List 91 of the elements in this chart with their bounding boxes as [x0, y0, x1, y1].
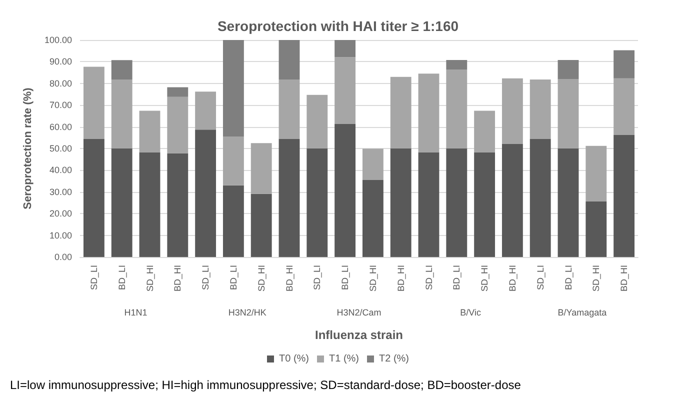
bar	[614, 135, 635, 257]
x-tick-label: BD_LI	[452, 265, 462, 290]
chart-title: Seroprotection with HAI titer ≥ 1:160	[217, 18, 459, 34]
text: H1N1	[124, 308, 148, 318]
bar	[111, 79, 132, 148]
bar	[418, 152, 440, 257]
x-tick-label: SD_LI	[200, 265, 211, 290]
x-tick-label: SD_HI	[144, 265, 155, 292]
bar	[474, 152, 496, 257]
bar	[278, 79, 300, 139]
x-tick-label: BD_LI	[563, 265, 574, 290]
y-tick-label: 0.00	[54, 252, 72, 262]
x-tick-label: SD_LI	[424, 265, 434, 290]
x-axis-title: Influenza strain	[314, 328, 404, 342]
y-tick-label: 100.00	[44, 35, 72, 45]
x-tick-label: SD_LI	[535, 265, 546, 290]
bar	[111, 148, 132, 257]
y-tick-label: 60.00	[49, 122, 72, 132]
bar	[446, 60, 468, 70]
bar	[306, 148, 328, 257]
bar	[167, 87, 188, 97]
y-tick-label: 40.00	[49, 165, 72, 176]
bar	[558, 60, 579, 80]
bar	[502, 144, 523, 257]
y-tick-label: 70.00	[49, 100, 72, 110]
x-tick-label: SD_HI	[591, 265, 602, 292]
y-axis-title: Seroprotection rate (%)	[22, 87, 34, 210]
bar	[195, 92, 216, 130]
x-tick-label: SD_LI	[312, 265, 322, 290]
bar	[83, 138, 104, 257]
x-tick-label: BD_LI	[116, 265, 127, 290]
bar	[362, 180, 384, 257]
bar	[558, 79, 579, 148]
bar	[614, 50, 635, 78]
bar	[362, 148, 384, 180]
bar	[195, 130, 216, 257]
bar	[167, 96, 188, 154]
bar	[111, 60, 132, 80]
bar	[222, 40, 244, 137]
bar	[250, 143, 272, 194]
bar	[474, 110, 496, 152]
x-tick-label: BD_LI	[228, 265, 238, 290]
text: B/Vic	[460, 308, 482, 318]
y-tick-label: 90.00	[49, 56, 72, 67]
text: LI=low immunosuppressive; HI=high immunosuppressive; SD=standard-dose; BD=booster-dose	[10, 378, 522, 392]
bar	[250, 194, 272, 257]
y-tick-label: 80.00	[49, 78, 72, 88]
text: H3N2/Cam	[336, 308, 382, 318]
y-tick-label: 30.00	[49, 186, 72, 197]
y-tick-label: 50.00	[49, 144, 72, 154]
bar	[446, 148, 468, 257]
x-tick-label: BD_HI	[619, 265, 630, 292]
legend-label: T2 (%)	[379, 354, 409, 364]
bar	[167, 153, 188, 257]
bar	[530, 138, 551, 257]
bar	[446, 70, 468, 148]
bar	[278, 40, 300, 80]
y-tick-label: 20.00	[49, 208, 72, 219]
bar	[390, 76, 412, 148]
bar	[139, 110, 160, 152]
bar	[586, 201, 607, 257]
bar	[614, 78, 635, 136]
bar	[278, 138, 300, 257]
bar	[222, 136, 244, 186]
text: H3N2/HK	[228, 308, 266, 318]
x-tick-label: BD_HI	[284, 265, 294, 292]
legend-label: T0 (%)	[279, 354, 309, 364]
x-tick-label: SD_LI	[88, 265, 99, 290]
bar	[222, 185, 244, 257]
bar	[139, 152, 160, 257]
bar	[334, 40, 356, 58]
bar	[418, 74, 440, 152]
bar	[306, 94, 328, 148]
x-tick-label: BD_LI	[340, 265, 350, 290]
bar	[334, 124, 356, 257]
x-tick-label: SD_HI	[256, 265, 266, 292]
x-tick-label: SD_HI	[480, 265, 490, 292]
text: B/Yamagata	[558, 308, 607, 318]
bar	[502, 78, 523, 144]
y-tick-label: 10.00	[49, 230, 72, 240]
x-tick-label: BD_HI	[172, 265, 183, 292]
bar	[558, 148, 579, 257]
bar	[530, 79, 551, 139]
x-tick-label: BD_HI	[507, 265, 518, 292]
bar	[390, 148, 412, 257]
x-tick-label: BD_HI	[396, 265, 406, 292]
bar	[586, 146, 607, 202]
bar	[83, 66, 104, 139]
x-tick-label: SD_HI	[368, 265, 378, 292]
legend-label: T1 (%)	[329, 354, 359, 364]
bar	[334, 57, 356, 124]
